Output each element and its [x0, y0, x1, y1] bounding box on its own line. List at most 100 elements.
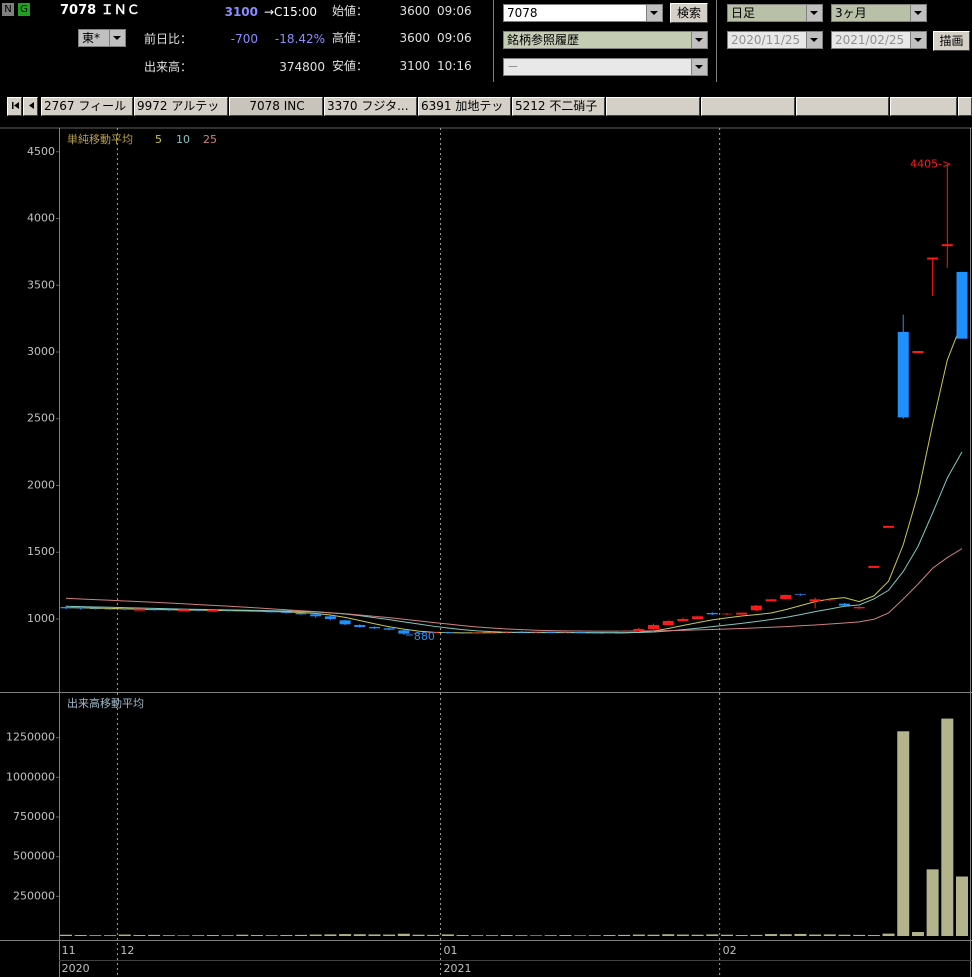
draw-button[interactable]: 描画 — [933, 31, 970, 51]
open-time: 09:06 — [437, 4, 472, 18]
volume-bar — [867, 935, 880, 936]
candle-body — [545, 632, 557, 633]
y-tick-label: 1500 — [27, 545, 55, 558]
sub-select[interactable]: － — [503, 58, 708, 76]
y-tick-label: 2500 — [27, 412, 55, 425]
candle-body — [501, 631, 513, 633]
candle-body — [427, 632, 439, 633]
stock-tab[interactable] — [606, 97, 700, 116]
dropdown-arrow — [695, 65, 703, 69]
volume-bar — [853, 934, 866, 936]
y-tick-label: 1000 — [27, 612, 55, 625]
volume-bar — [691, 934, 704, 936]
stock-tab[interactable]: 7078 INC — [229, 97, 323, 116]
first-button[interactable] — [7, 97, 22, 116]
volume-bar — [720, 934, 733, 936]
year-label: 2021 — [444, 962, 472, 975]
candle-body — [148, 609, 160, 611]
candle-body — [780, 594, 792, 599]
candle-body — [574, 632, 586, 633]
candle-body — [266, 611, 278, 613]
to-date[interactable]: 2021/02/25 — [831, 31, 927, 49]
dropdown-arrow — [914, 11, 922, 15]
volume-bar — [441, 934, 454, 936]
prev-icon — [29, 102, 34, 109]
candle-body — [295, 612, 307, 615]
from-date[interactable]: 2020/11/25 — [727, 31, 823, 49]
candle-body — [354, 624, 366, 627]
stock-tab[interactable]: 9972 アルテック — [134, 97, 228, 116]
candle-body — [662, 620, 674, 625]
badge-g: G — [18, 3, 30, 16]
x-tick-label: 12 — [120, 944, 134, 957]
search-button[interactable]: 検索 — [670, 3, 708, 23]
stock-tab[interactable]: 3370 フジタ... — [324, 97, 417, 116]
volume-tick-label: 250000 — [13, 889, 55, 902]
price-time: →C15:00 — [264, 5, 318, 19]
badge-n: N — [2, 3, 14, 16]
volume-value: 374800 — [279, 60, 325, 74]
candle-body — [310, 614, 322, 617]
volume-bar — [192, 935, 205, 936]
volume-bar — [89, 935, 102, 936]
volume-bar — [471, 935, 484, 936]
volume-bar — [397, 933, 410, 936]
y-tick-label: 2000 — [27, 478, 55, 491]
volume-bar — [882, 933, 895, 936]
volume-bar — [353, 934, 366, 936]
separator — [716, 0, 717, 82]
volume-bar — [956, 876, 968, 936]
x-tick-label: 11 — [62, 944, 76, 957]
stock-tab[interactable] — [701, 97, 795, 116]
candle-body — [853, 606, 865, 609]
code-text: 7078 — [507, 6, 538, 20]
candle-body — [398, 630, 410, 634]
high-value: 3600 — [399, 31, 430, 45]
candle-body — [721, 613, 733, 615]
volume-bar — [750, 934, 763, 936]
volume-bar — [794, 933, 807, 936]
volume-bar — [926, 869, 939, 936]
stock-name: 7078 ＩＮＣ — [60, 3, 140, 18]
volume-tick-label: 500000 — [13, 850, 55, 863]
open-value: 3600 — [399, 4, 430, 18]
sub-text: － — [507, 60, 520, 74]
stock-tab[interactable]: 6391 加地テック — [418, 97, 511, 116]
period-select[interactable]: 日足 — [727, 4, 823, 22]
volume-bar — [206, 935, 219, 936]
x-tick-label: 01 — [444, 944, 458, 957]
volume-bar — [456, 935, 469, 936]
market-select[interactable]: 東* — [78, 29, 126, 47]
dropdown-arrow — [810, 38, 818, 42]
change: -700 — [230, 32, 258, 46]
candle-body — [442, 632, 454, 633]
dropdown-arrow — [810, 11, 818, 15]
range-select[interactable]: 3ヶ月 — [831, 4, 927, 22]
volume-bar — [339, 934, 352, 936]
stock-tab[interactable]: 5212 不二硝子 — [512, 97, 605, 116]
next-button[interactable] — [958, 97, 972, 116]
volume-bar — [383, 934, 396, 936]
volume-bar — [779, 934, 792, 936]
volume-bar — [809, 934, 822, 936]
prev-button[interactable] — [23, 97, 38, 116]
candle-body — [324, 616, 336, 619]
volume-bar — [941, 718, 954, 936]
dropdown-arrow — [650, 11, 658, 15]
volume-bar — [265, 935, 278, 936]
code-input[interactable]: 7078 — [503, 4, 663, 22]
volume-bar — [662, 934, 675, 936]
candle-body — [706, 612, 718, 615]
volume-bar — [911, 932, 924, 936]
volume-bar — [148, 934, 161, 936]
stock-tab[interactable]: 2767 フィールズ — [41, 97, 133, 116]
volume-tick-label: 1250000 — [6, 731, 55, 744]
volume-bar — [250, 935, 263, 936]
history-select[interactable]: 銘柄参照履歴 — [503, 31, 708, 49]
candle-body — [648, 624, 660, 629]
stock-tab[interactable] — [796, 97, 889, 116]
stock-tab[interactable] — [890, 97, 957, 116]
period-text: 日足 — [731, 6, 756, 20]
candle-body — [897, 331, 909, 418]
open-label: 始値： — [332, 4, 369, 18]
